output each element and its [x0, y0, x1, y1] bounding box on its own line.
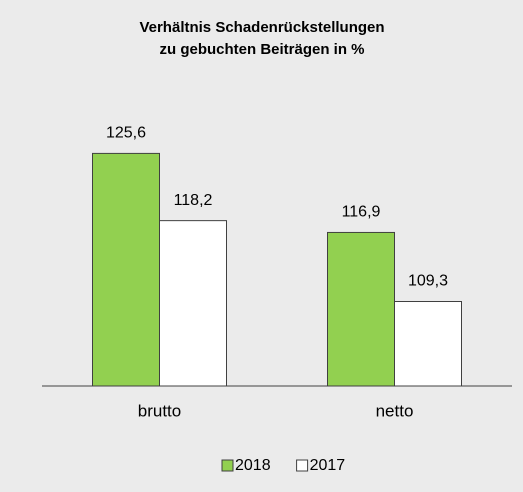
- bar: [159, 220, 227, 387]
- x-tick-label: netto: [376, 401, 414, 420]
- data-label: 125,6: [106, 125, 146, 142]
- bar: [327, 231, 395, 387]
- legend-swatch: [221, 459, 234, 472]
- bar: [92, 152, 160, 387]
- chart-title: zu gebuchten Beiträgen in %: [159, 41, 364, 58]
- data-label: 116,9: [342, 204, 381, 221]
- legend-label: 2018: [235, 457, 271, 474]
- data-label: 118,2: [174, 192, 213, 209]
- legend-swatch: [296, 459, 309, 472]
- legend-label: 2017: [310, 457, 346, 474]
- x-tick-label: brutto: [138, 401, 181, 420]
- data-label: 109,3: [408, 273, 448, 290]
- chart-title: Verhältnis Schadenrückstellungen: [139, 19, 384, 36]
- bar: [394, 301, 462, 387]
